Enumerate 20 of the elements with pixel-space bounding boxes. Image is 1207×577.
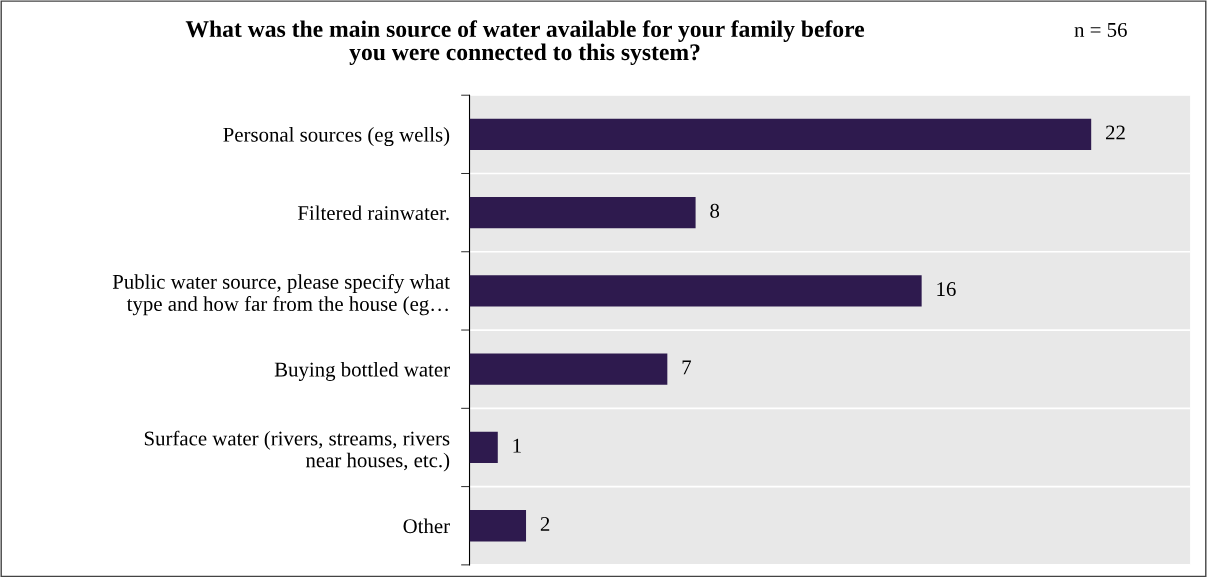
bar xyxy=(469,353,668,385)
y-tick-label: Buying bottled water xyxy=(274,361,450,381)
bar xyxy=(469,431,498,464)
data-label: 22 xyxy=(1106,125,1125,140)
y-tick-label: Personal sources (eg wells) xyxy=(223,127,450,147)
bar xyxy=(469,275,922,307)
bar xyxy=(469,118,1092,150)
data-label: 7 xyxy=(682,360,692,375)
chart-title: What was the main source of water available for your family before you were connected to this system? xyxy=(185,20,865,66)
text: n = 56 xyxy=(1074,22,1127,37)
data-label: 8 xyxy=(710,203,720,218)
data-label: 2 xyxy=(540,516,550,531)
y-tick-label: Surface water (rivers, streams, rivers near houses, etc.) xyxy=(144,430,450,472)
bar xyxy=(469,196,696,229)
y-tick-label: Other xyxy=(403,518,450,534)
data-label: 1 xyxy=(513,438,521,453)
data-label: 16 xyxy=(937,282,956,297)
y-tick-label: Public water source, please specify what type and how far from the house (eg… xyxy=(112,273,450,316)
y-tick-label: Filtered rainwater. xyxy=(297,205,449,221)
bar xyxy=(469,510,527,542)
